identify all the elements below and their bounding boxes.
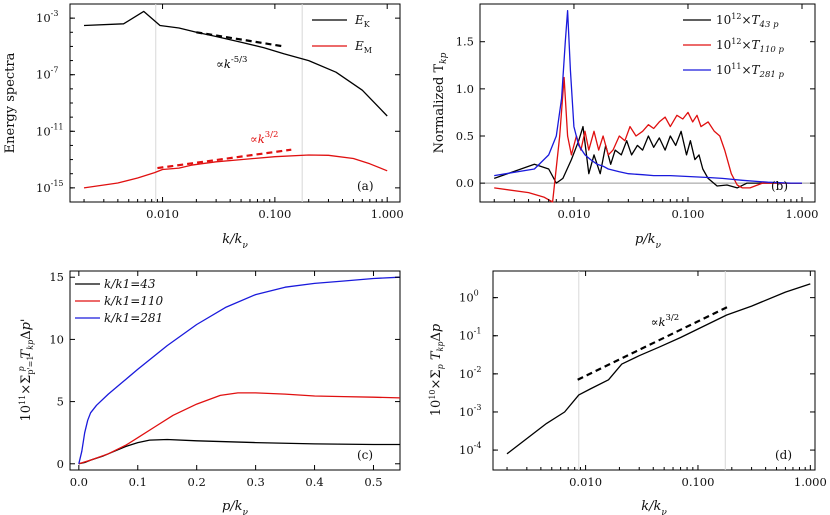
panel-b-legend: 1012×T43 p 1012×T110 p 1011×T281 p [683,12,784,80]
panel-d-ytick-label-0: 10-4 [459,441,481,457]
panel-d-frame [492,270,816,471]
panel-b-ylabel: Normalized Tkp [432,52,449,153]
panel-a-ylabel: Energy spectra [3,52,18,153]
panel-d-series [506,283,811,455]
panel-c-label: (c) [357,448,373,462]
panel-a-vlines [155,4,303,202]
panel-a-series-1 [83,154,388,189]
panel-a-fit-line-0 [196,31,284,48]
legend-c-label-0: k/k1=43 [104,277,156,291]
panel-a-annotation-1: ∝k3/2 [250,130,278,146]
panel-b-frame [479,3,816,203]
legend-b-label-0: 1012×T43 p [716,12,779,30]
panel-a: 0.010 0.100 1.000 10-3 10-7 10-11 10-15 Energy… [3,3,404,251]
panel-c-frame [69,270,401,471]
legend-em-label: EM [354,39,372,55]
panel-c-series [78,276,401,465]
panel-d-annotation-0: ∝k3/2 [651,313,679,329]
panel-c-ytick-label-3: 15 [49,270,64,284]
legend-ek-label: EK [354,13,371,29]
panel-a-ticks: 0.010 0.100 1.000 10-3 10-7 10-11 10-15 [36,4,404,221]
panel-d-ytick-label-4: 100 [459,289,479,305]
panel-d-xtick-label-2: 1.000 [794,475,827,489]
panel-a-fit-line-1 [157,148,292,170]
panel-c: 0.0 0.1 0.2 0.3 0.4 0.5 0 5 10 15 1011×Σp'=1pTkpΔ… [17,270,401,515]
panel-b-xlabel: p/kν [635,232,662,251]
panel-c-xlabel: p/kν [222,499,249,515]
panel-b-series-0 [493,125,802,189]
panel-c-legend: k/k1=43 k/k1=110 k/k1=281 [75,277,164,325]
panel-d-label: (d) [775,448,792,462]
panel-a-annotation-0: ∝k-5/3 [216,55,247,71]
panel-d-annotations: ∝k3/2 [651,313,679,329]
panel-a-ytick-label-3: 10-15 [36,179,64,195]
panel-a-frame [69,3,401,203]
legend-c-label-1: k/k1=110 [104,294,164,308]
panel-b-series [493,9,802,203]
panel-a-ytick-label-1: 10-7 [36,66,58,82]
panel-b-xtick-label-1: 0.100 [672,207,705,221]
panel-d-series-0 [506,283,811,455]
panel-a-xlabel: k/kν [222,232,248,251]
panel-c-xtick-label-0: 0.0 [70,475,88,489]
panel-a-fits [157,31,292,170]
panel-b-xtick-label-0: 0.010 [557,207,590,221]
panel-b-label: (b) [771,179,788,193]
panel-d-fit-line-0 [577,305,730,381]
panel-d: 0.010 0.100 1.000 10-4 10-3 10-2 10-1 100 1010×… [428,270,827,515]
panel-a-ytick-label-0: 10-3 [36,9,58,25]
panel-b-ticks: 0.010 0.100 1.000 0.0 0.5 1.0 1.5 [456,4,819,221]
panel-c-series-2 [78,276,401,464]
panel-b-ytick-label-3: 1.5 [456,35,474,49]
panel-c-series-0 [78,438,400,465]
panel-d-ytick-label-1: 10-3 [459,403,481,419]
panel-c-xtick-label-1: 0.1 [129,475,147,489]
panel-c-xtick-label-3: 0.3 [246,475,264,489]
panel-c-xtick-label-5: 0.5 [364,475,382,489]
panel-c-ytick-label-1: 5 [57,395,64,409]
panel-d-xtick-label-0: 0.010 [569,475,602,489]
panel-d-ticks: 0.010 0.100 1.000 10-4 10-3 10-2 10-1 100 [459,271,827,489]
panel-c-ytick-label-0: 0 [57,457,64,471]
panel-a-label: (a) [357,179,374,193]
panel-d-fits [577,305,730,381]
panel-b-ytick-label-1: 0.5 [456,129,474,143]
panel-d-ylabel: 1010×Σp TkpΔp [428,323,445,416]
panel-d-ytick-label-3: 10-1 [459,327,481,343]
panel-d-xlabel: k/kν [641,499,667,515]
panel-b-series-2 [494,9,802,184]
panel-a-xtick-label-2: 1.000 [371,207,404,221]
panel-b-ytick-label-2: 1.0 [456,82,474,96]
panel-d-vlines [578,271,726,470]
panel-c-xtick-label-2: 0.2 [188,475,206,489]
panel-a-xtick-label-1: 0.100 [258,207,291,221]
panel-b-series-1 [494,76,802,203]
legend-b-label-1: 1012×T110 p [716,37,784,55]
panel-d-ytick-label-2: 10-2 [459,365,481,381]
panel-c-xtick-label-4: 0.4 [305,475,323,489]
panel-b-ytick-label-0: 0.0 [456,176,474,190]
panel-c-ytick-label-2: 10 [49,332,64,346]
panel-d-xtick-label-1: 0.100 [682,475,715,489]
panel-b: 0.010 0.100 1.000 0.0 0.5 1.0 1.5 Normalized T… [432,3,819,251]
legend-c-label-2: k/k1=281 [104,311,163,325]
panel-c-ticks: 0.0 0.1 0.2 0.3 0.4 0.5 0 5 10 15 [49,270,400,489]
panel-a-xtick-label-0: 0.010 [146,207,179,221]
panel-a-legend: EK EM [312,13,372,55]
panel-c-series-1 [78,392,401,465]
panel-a-annotations: ∝k-5/3 ∝k3/2 [216,55,278,146]
legend-b-label-2: 1011×T281 p [716,62,784,80]
panel-a-series-0 [83,10,388,117]
panel-c-ylabel: 1011×Σp'=1pTkpΔp' [17,318,35,421]
panel-b-xtick-label-2: 1.000 [786,207,819,221]
panel-a-series [83,10,388,189]
panel-a-ytick-label-2: 10-11 [36,122,64,138]
